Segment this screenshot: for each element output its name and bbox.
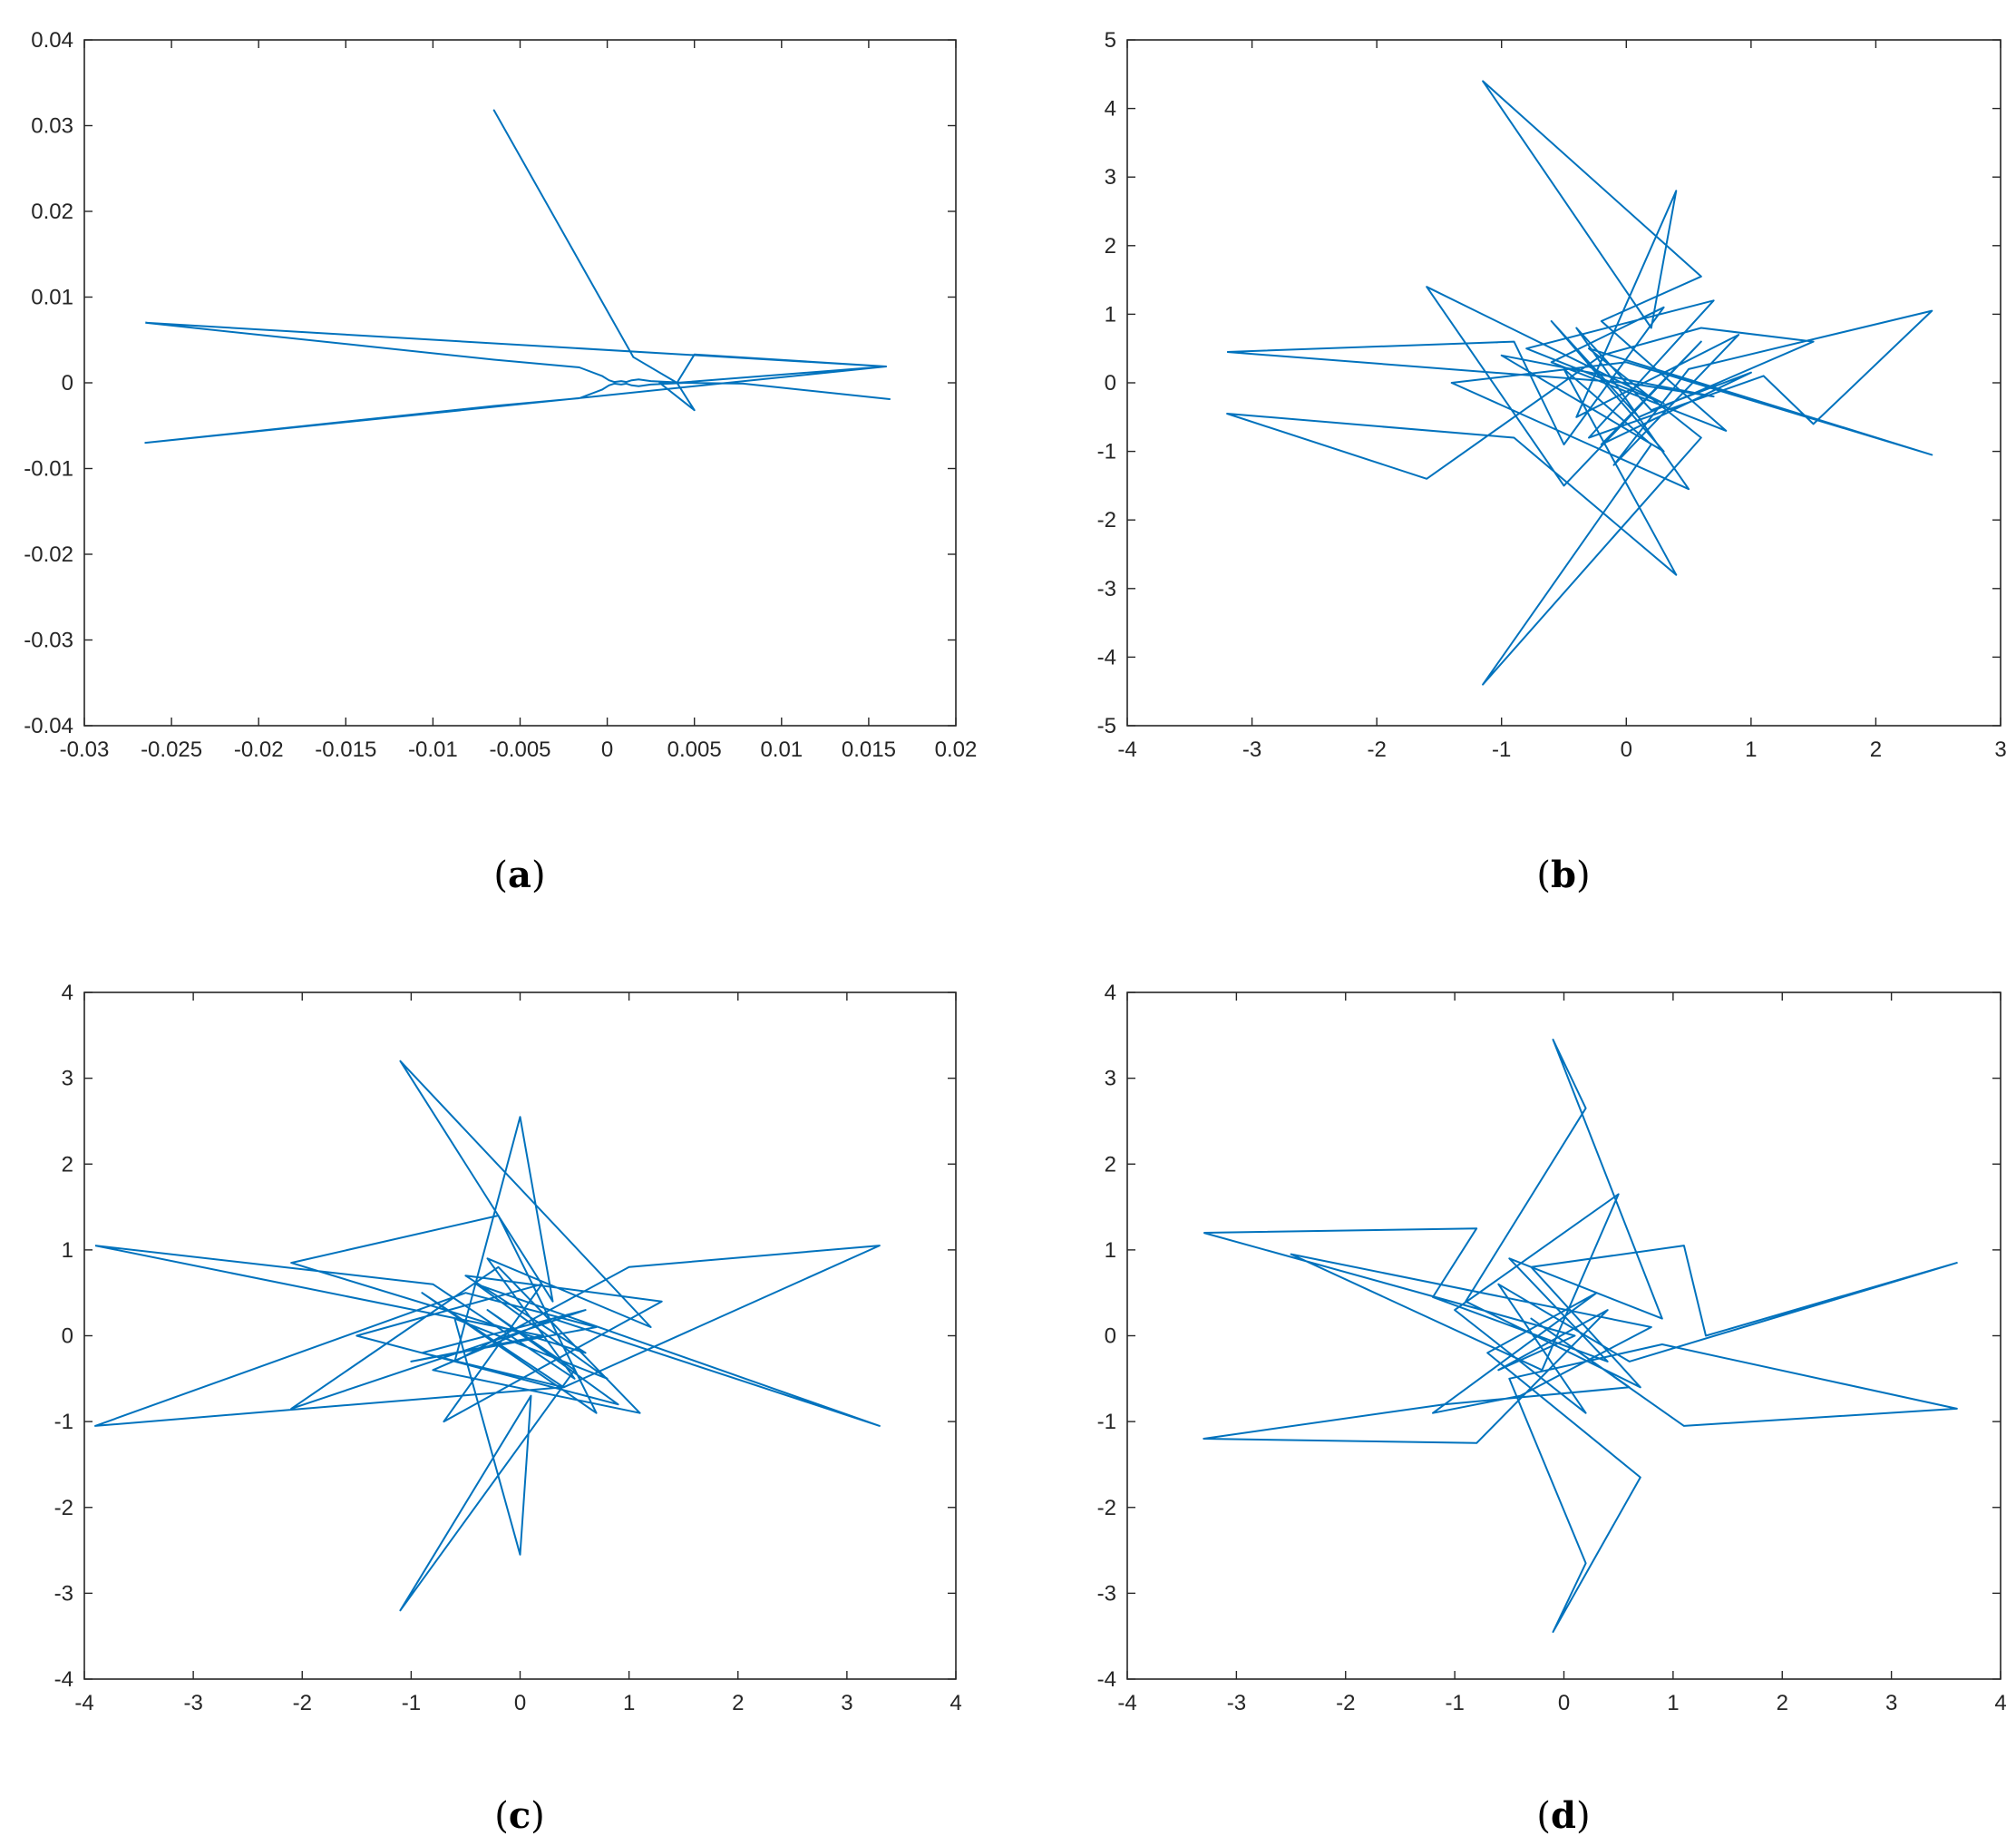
y-tick-label: -4 (1097, 645, 1116, 669)
x-tick-label: -4 (1117, 1691, 1136, 1715)
x-tick-label: 2 (732, 1691, 744, 1715)
y-tick-label: -2 (54, 1496, 73, 1520)
x-tick-label: 0 (601, 737, 613, 762)
x-tick-label: 1 (1745, 737, 1757, 762)
series-line-d (1203, 1039, 1958, 1633)
axes-box-d (1126, 991, 2001, 1680)
panel-caption-d: (d) (1536, 1794, 1590, 1837)
y-tick-label: 0 (1105, 1324, 1116, 1349)
x-tick-label: 4 (950, 1691, 961, 1715)
y-tick-label: 1 (1105, 1238, 1116, 1263)
axis-ticks-c: -4 -3 -2 -1 0 1 2 3 4 4 3 2 1 0 -1 -2 -3 -4 (54, 981, 962, 1715)
y-tick-label: -1 (1097, 1410, 1116, 1434)
x-tick-label: -1 (1492, 737, 1511, 762)
axis-ticks-a: -0.03 -0.025 -0.02 -0.015 -0.01 -0.005 0 0.005 0… (24, 28, 977, 762)
axis-ticks-d: -4 -3 -2 -1 0 1 2 3 4 4 3 2 1 0 -1 -2 -3 -4 (1097, 981, 2007, 1715)
x-tick-label: -1 (1445, 1691, 1464, 1715)
y-tick-label: 0.03 (31, 114, 73, 139)
x-tick-label: 2 (1870, 737, 1882, 762)
y-tick-label: 0.01 (31, 286, 73, 310)
y-tick-label: -4 (1097, 1667, 1116, 1692)
y-tick-label: -0.02 (24, 542, 73, 567)
y-tick-label: -2 (1097, 1496, 1116, 1520)
y-tick-label: -1 (54, 1410, 73, 1434)
y-tick-label: 0.02 (31, 200, 73, 224)
y-tick-label: 5 (1105, 28, 1116, 53)
y-tick-label: -0.04 (24, 714, 73, 738)
x-tick-label: 2 (1777, 1691, 1788, 1715)
y-tick-label: -0.01 (24, 457, 73, 482)
x-tick-label: -0.025 (141, 737, 202, 762)
x-tick-label: -3 (1227, 1691, 1246, 1715)
x-tick-label: -0.005 (489, 737, 550, 762)
panel-c: -4 -3 -2 -1 0 1 2 3 4 4 3 2 1 0 -1 -2 -3 -4 (c) (54, 981, 962, 1837)
x-tick-label: 0.015 (842, 737, 896, 762)
x-tick-label: -3 (1242, 737, 1261, 762)
series-line-c (94, 1060, 881, 1612)
x-tick-label: -2 (1367, 737, 1386, 762)
y-tick-label: 4 (1105, 97, 1116, 122)
x-tick-label: 3 (1994, 737, 2006, 762)
x-tick-label: 0.02 (935, 737, 978, 762)
y-tick-label: 2 (1105, 1152, 1116, 1177)
panel-caption-c: (c) (494, 1794, 545, 1837)
x-tick-label: -2 (1336, 1691, 1355, 1715)
x-tick-label: 1 (623, 1691, 635, 1715)
panel-caption-letter-c: c (509, 1794, 531, 1837)
y-tick-label: 1 (62, 1238, 73, 1263)
panel-d: -4 -3 -2 -1 0 1 2 3 4 4 3 2 1 0 -1 -2 -3 -4 (d) (1097, 981, 2007, 1837)
y-tick-label: 4 (1105, 981, 1116, 1005)
y-tick-label: -3 (54, 1581, 73, 1606)
x-tick-label: -4 (1117, 737, 1136, 762)
y-tick-label: 3 (1105, 165, 1116, 190)
y-tick-label: -3 (1097, 1581, 1116, 1606)
y-tick-label: 0 (1105, 371, 1116, 396)
y-tick-label: 3 (62, 1067, 73, 1091)
x-tick-label: -0.01 (408, 737, 458, 762)
panel-caption-letter-d: d (1551, 1794, 1576, 1837)
x-tick-label: 3 (1885, 1691, 1897, 1715)
y-tick-label: 4 (62, 981, 73, 1005)
y-tick-label: 2 (1105, 234, 1116, 259)
y-tick-label: -1 (1097, 440, 1116, 464)
y-tick-label: -4 (54, 1667, 73, 1692)
x-tick-label: -0.03 (60, 737, 110, 762)
x-tick-label: -3 (183, 1691, 202, 1715)
panel-a: -0.03 -0.025 -0.02 -0.015 -0.01 -0.005 0 0.005 0… (24, 28, 977, 896)
panel-caption-letter-a: a (508, 854, 531, 896)
x-tick-label: -4 (74, 1691, 93, 1715)
y-tick-label: -0.03 (24, 629, 73, 653)
x-tick-label: 0 (1558, 1691, 1570, 1715)
y-tick-label: 3 (1105, 1067, 1116, 1091)
x-tick-label: -2 (293, 1691, 312, 1715)
y-tick-label: 0 (62, 371, 73, 396)
series-line-b (1226, 80, 1933, 686)
x-tick-label: 0 (1621, 737, 1632, 762)
y-tick-label: -5 (1097, 714, 1116, 738)
x-tick-label: 3 (841, 1691, 852, 1715)
x-tick-label: -0.015 (315, 737, 376, 762)
panel-caption-letter-b: b (1551, 854, 1576, 896)
axes-box-c (83, 991, 957, 1680)
axes-box-a (83, 39, 957, 727)
y-tick-label: -3 (1097, 577, 1116, 601)
x-tick-label: 0.005 (667, 737, 722, 762)
x-tick-label: 0 (514, 1691, 526, 1715)
panel-caption-a: (a) (493, 854, 545, 896)
y-tick-label: -2 (1097, 508, 1116, 532)
x-tick-label: 0.01 (760, 737, 803, 762)
x-tick-label: 4 (1994, 1691, 2006, 1715)
series-line-a (144, 109, 891, 444)
x-tick-label: 1 (1667, 1691, 1679, 1715)
y-tick-label: 1 (1105, 302, 1116, 327)
y-tick-label: 0.04 (31, 28, 73, 53)
y-tick-label: 0 (62, 1324, 73, 1349)
x-tick-label: -0.02 (234, 737, 284, 762)
panel-caption-b: (b) (1536, 854, 1590, 896)
y-tick-label: 2 (62, 1152, 73, 1177)
x-tick-label: -1 (402, 1691, 421, 1715)
